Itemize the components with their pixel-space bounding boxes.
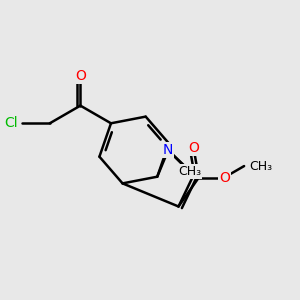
Text: O: O	[189, 141, 200, 155]
Text: CH₃: CH₃	[178, 165, 201, 178]
Text: O: O	[75, 69, 86, 83]
Text: N: N	[163, 143, 173, 157]
Text: CH₃: CH₃	[250, 160, 273, 172]
Text: O: O	[219, 170, 230, 184]
Text: Cl: Cl	[4, 116, 17, 130]
